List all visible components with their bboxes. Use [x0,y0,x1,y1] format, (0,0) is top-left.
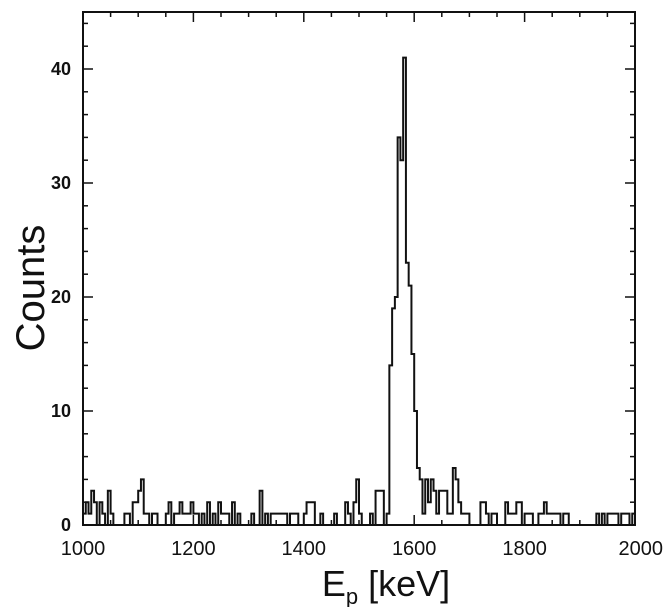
x-tick-labels: 1000 1200 1400 1600 1800 2000 [61,538,663,560]
x-tick-label: 1800 [502,538,547,560]
y-axis-title: Counts [9,225,53,352]
x-axis-title-unit: [keV] [358,563,450,604]
y-tick-label: 10 [51,401,71,421]
x-tick-label: 1600 [392,538,437,560]
x-tick-label: 1000 [61,538,106,560]
x-axis-title-main: E [322,563,346,604]
y-tick-label: 0 [61,515,71,535]
y-tick-label: 30 [51,173,71,193]
x-tick-label: 2000 [619,538,664,560]
plot-frame [82,11,636,526]
histogram-series [83,56,635,526]
y-tick-label: 40 [51,59,71,79]
x-axis-title-subscript: p [346,584,358,607]
x-tick-label: 1200 [171,538,216,560]
x-axis-title: Ep [keV] [322,563,450,607]
y-tick-labels: 0 10 20 30 40 [51,59,71,535]
x-tick-label: 1400 [282,538,327,560]
y-tick-label: 20 [51,287,71,307]
axis-ticks [82,12,636,526]
